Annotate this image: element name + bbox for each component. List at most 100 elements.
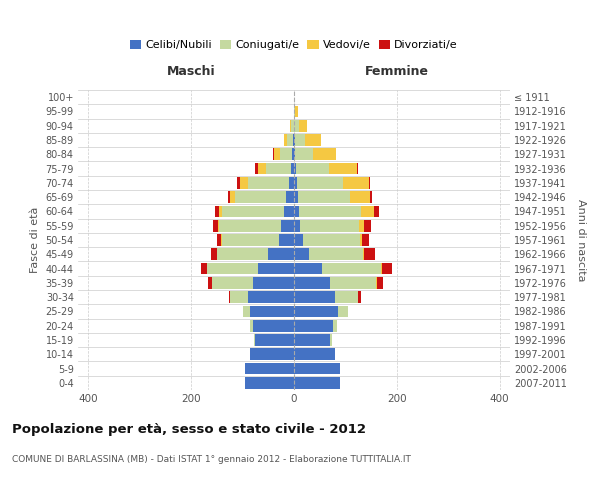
Bar [299,120,307,132]
Bar [294,120,299,132]
Bar [294,206,299,218]
Y-axis label: Fasce di età: Fasce di età [30,207,40,273]
Bar [220,220,281,232]
Bar [303,234,360,246]
Bar [287,134,293,146]
Bar [294,334,330,346]
Bar [368,177,370,188]
Bar [377,277,383,288]
Bar [266,162,292,174]
Bar [228,192,230,203]
Bar [281,220,294,232]
Bar [290,120,292,132]
Bar [220,206,222,218]
Bar [294,192,298,203]
Bar [294,292,335,303]
Bar [294,306,338,318]
Bar [294,377,340,388]
Bar [202,262,206,274]
Bar [230,292,248,303]
Bar [293,134,294,146]
Bar [296,162,329,174]
Bar [294,248,310,260]
Bar [238,177,240,188]
Bar [329,162,357,174]
Bar [215,206,220,218]
Bar [250,320,253,332]
Bar [258,262,294,274]
Bar [376,277,377,288]
Bar [284,206,294,218]
Bar [254,334,256,346]
Bar [358,292,361,303]
Bar [212,277,253,288]
Bar [235,192,286,203]
Bar [294,162,296,174]
Bar [278,234,294,246]
Bar [211,248,217,260]
Bar [253,277,294,288]
Bar [295,106,298,118]
Bar [294,320,332,332]
Bar [300,220,359,232]
Bar [330,334,332,346]
Bar [221,234,222,246]
Bar [280,148,292,160]
Bar [350,192,370,203]
Bar [295,134,305,146]
Bar [332,320,337,332]
Bar [206,262,258,274]
Bar [222,206,284,218]
Bar [310,248,364,260]
Bar [295,148,313,160]
Bar [370,192,371,203]
Bar [364,220,371,232]
Bar [250,306,294,318]
Legend: Celibi/Nubili, Coniugati/e, Vedovi/e, Divorziati/e: Celibi/Nubili, Coniugati/e, Vedovi/e, Di… [126,36,462,54]
Bar [335,292,358,303]
Bar [294,234,303,246]
Bar [256,334,294,346]
Bar [294,277,330,288]
Bar [292,120,294,132]
Bar [245,377,294,388]
Bar [357,162,358,174]
Bar [222,234,278,246]
Bar [217,234,221,246]
Bar [245,362,294,374]
Bar [274,148,280,160]
Bar [258,162,266,174]
Bar [248,292,294,303]
Bar [359,220,364,232]
Bar [361,206,374,218]
Bar [294,134,295,146]
Text: COMUNE DI BARLASSINA (MB) - Dati ISTAT 1° gennaio 2012 - Elaborazione TUTTITALIA: COMUNE DI BARLASSINA (MB) - Dati ISTAT 1… [12,455,411,464]
Bar [286,192,294,203]
Bar [218,220,220,232]
Bar [284,134,287,146]
Bar [305,134,321,146]
Text: Popolazione per età, sesso e stato civile - 2012: Popolazione per età, sesso e stato civil… [12,422,366,436]
Bar [230,192,235,203]
Bar [298,192,350,203]
Bar [360,234,362,246]
Bar [242,306,250,318]
Bar [296,177,343,188]
Bar [294,148,295,160]
Bar [364,248,375,260]
Bar [208,277,212,288]
Bar [294,177,296,188]
Bar [217,248,268,260]
Bar [213,220,218,232]
Bar [382,262,392,274]
Bar [292,148,294,160]
Bar [253,320,294,332]
Text: Maschi: Maschi [167,65,215,78]
Bar [248,177,289,188]
Bar [240,177,248,188]
Text: Femmine: Femmine [365,65,429,78]
Bar [294,362,340,374]
Bar [299,206,361,218]
Bar [229,292,230,303]
Bar [330,277,376,288]
